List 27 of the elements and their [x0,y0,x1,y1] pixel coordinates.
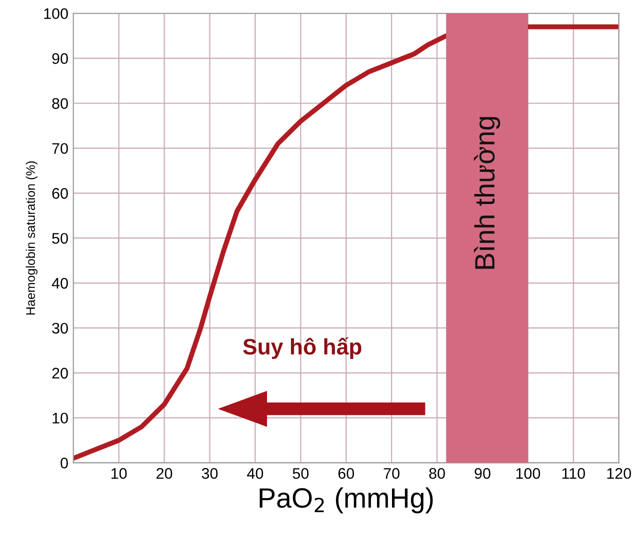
x-tick-label: 80 [429,468,445,479]
y-tick-label: 20 [52,368,68,379]
x-tick-label: 70 [384,468,400,479]
y-tick-label: 70 [52,143,68,154]
x-tick-label: 10 [111,468,127,479]
y-tick-label: 40 [52,278,68,289]
y-tick-label: 0 [60,458,68,468]
x-tick-label: 50 [292,468,309,479]
y-axis-title: Haemoglobin saturation (%) [26,161,38,315]
y-tick-label: 80 [52,98,68,109]
x-tick-label: 90 [474,468,490,479]
x-tick-label: 30 [202,468,218,479]
y-tick-label: 10 [52,412,68,424]
x-tick-label: 100 [516,468,540,479]
x-tick-label: 40 [247,468,264,479]
y-tick-label: 50 [52,232,68,244]
y-tick-label: 60 [52,188,68,199]
x-tick-label: 110 [562,468,585,479]
y-tick-label: 100 [44,8,68,20]
x-tick-label: 20 [156,468,172,479]
x-tick-label: 120 [607,468,632,479]
y-tick-label: 30 [52,322,68,334]
x-axis-title: PaO$_{2}$ (mmHg) [260,487,433,514]
band-label: Bình thường [474,117,500,269]
annotation: Suy hô hấp [243,337,362,360]
x-tick-label: 60 [338,468,354,479]
y-tick-label: 90 [52,53,68,64]
